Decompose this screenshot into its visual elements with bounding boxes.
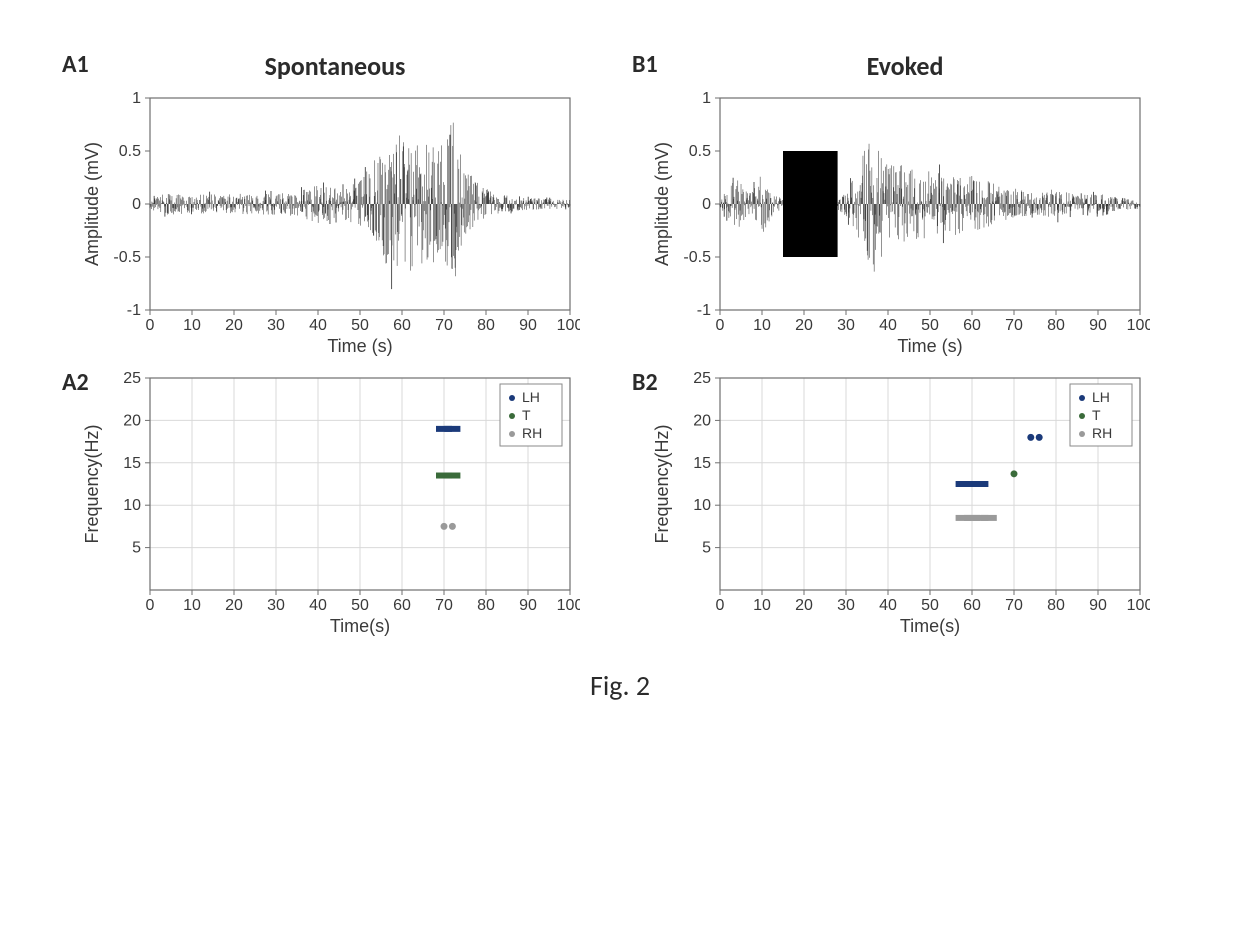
chart-a2: 0 10 20 30 40 50 60 70 80 90 100 5 10 15 20 25 Time(s) Fr… — [80, 368, 580, 638]
svg-text:25: 25 — [693, 370, 711, 387]
svg-text:Time(s): Time(s) — [330, 616, 390, 636]
svg-text:0.5: 0.5 — [119, 143, 141, 160]
svg-text:15: 15 — [123, 455, 141, 472]
svg-text:70: 70 — [435, 317, 453, 334]
svg-text:100: 100 — [1127, 317, 1150, 334]
svg-text:40: 40 — [309, 317, 327, 334]
svg-text:5: 5 — [702, 540, 711, 557]
svg-text:-1: -1 — [697, 302, 711, 319]
svg-text:10: 10 — [753, 597, 771, 614]
panel-a2: A2 0102030405060708090100510152025Time(s… — [80, 368, 590, 638]
svg-text:20: 20 — [693, 412, 711, 429]
svg-text:20: 20 — [225, 597, 243, 614]
svg-text:80: 80 — [1047, 597, 1065, 614]
svg-text:10: 10 — [183, 597, 201, 614]
svg-text:50: 50 — [921, 317, 939, 334]
chart-b2: 0 10 20 30 40 50 60 70 80 90 100 5 10 15 20 25 Time(s) Fr… — [650, 368, 1150, 638]
chart-b1: 0 10 20 30 40 50 60 70 80 90 100 -1 -0.5 0 0.5 1 Time (s… — [650, 88, 1150, 358]
figure-caption: Fig. 2 — [80, 668, 1160, 703]
svg-text:Amplitude (mV): Amplitude (mV) — [652, 142, 672, 266]
svg-text:100: 100 — [1127, 597, 1150, 614]
svg-text:60: 60 — [393, 597, 411, 614]
svg-text:10: 10 — [183, 317, 201, 334]
svg-text:0: 0 — [702, 196, 711, 213]
col-title-evoked: Evoked — [650, 50, 1160, 82]
svg-text:70: 70 — [435, 597, 453, 614]
svg-text:90: 90 — [519, 317, 537, 334]
svg-text:T: T — [522, 407, 531, 423]
svg-text:40: 40 — [879, 317, 897, 334]
svg-text:20: 20 — [795, 597, 813, 614]
panel-label-b1: B1 — [632, 50, 658, 79]
svg-text:0: 0 — [132, 196, 141, 213]
svg-text:T: T — [1092, 407, 1101, 423]
svg-text:30: 30 — [837, 317, 855, 334]
svg-text:20: 20 — [225, 317, 243, 334]
col-title-spontaneous: Spontaneous — [80, 50, 590, 82]
panel-b1: B1 Evoked 0102030405060708090100-1-0.500… — [650, 50, 1160, 358]
svg-text:1: 1 — [702, 90, 711, 107]
svg-text:RH: RH — [1092, 425, 1112, 441]
svg-text:70: 70 — [1005, 317, 1023, 334]
panel-a1: A1 Spontaneous 0102030405060708090100-1-… — [80, 50, 590, 358]
svg-text:1: 1 — [132, 90, 141, 107]
svg-text:0: 0 — [716, 317, 725, 334]
svg-text:15: 15 — [693, 455, 711, 472]
svg-text:Frequency(Hz): Frequency(Hz) — [82, 424, 102, 543]
svg-text:90: 90 — [519, 597, 537, 614]
panel-label-a2: A2 — [62, 368, 89, 397]
svg-text:-1: -1 — [127, 302, 141, 319]
svg-text:70: 70 — [1005, 597, 1023, 614]
svg-text:80: 80 — [477, 597, 495, 614]
svg-text:10: 10 — [123, 497, 141, 514]
svg-text:80: 80 — [477, 317, 495, 334]
chart-a1: 0 10 20 30 40 50 60 70 80 90 100 -1 -0.5 0 0.5 1 Time (s… — [80, 88, 580, 358]
row-frequency: A2 0102030405060708090100510152025Time(s… — [80, 368, 1160, 638]
svg-text:80: 80 — [1047, 317, 1065, 334]
figure-2: A1 Spontaneous 0102030405060708090100-1-… — [80, 50, 1160, 703]
svg-text:0: 0 — [146, 317, 155, 334]
svg-text:100: 100 — [557, 317, 580, 334]
svg-text:-0.5: -0.5 — [113, 249, 141, 266]
svg-text:Time (s): Time (s) — [327, 336, 392, 356]
panel-label-a1: A1 — [62, 50, 89, 79]
svg-text:Time (s): Time (s) — [897, 336, 962, 356]
svg-text:30: 30 — [837, 597, 855, 614]
svg-text:60: 60 — [963, 317, 981, 334]
svg-text:LH: LH — [522, 389, 540, 405]
svg-text:90: 90 — [1089, 597, 1107, 614]
svg-text:Amplitude (mV): Amplitude (mV) — [82, 142, 102, 266]
svg-text:5: 5 — [132, 540, 141, 557]
svg-text:40: 40 — [879, 597, 897, 614]
svg-text:LH: LH — [1092, 389, 1110, 405]
svg-text:0: 0 — [146, 597, 155, 614]
svg-text:60: 60 — [393, 317, 411, 334]
svg-text:-0.5: -0.5 — [683, 249, 711, 266]
svg-text:60: 60 — [963, 597, 981, 614]
svg-text:10: 10 — [693, 497, 711, 514]
svg-text:50: 50 — [351, 317, 369, 334]
svg-text:RH: RH — [522, 425, 542, 441]
svg-text:50: 50 — [351, 597, 369, 614]
svg-text:25: 25 — [123, 370, 141, 387]
row-amplitude: A1 Spontaneous 0102030405060708090100-1-… — [80, 50, 1160, 358]
svg-text:Frequency(Hz): Frequency(Hz) — [652, 424, 672, 543]
panel-b2: B2 0102030405060708090100510152025Time(s… — [650, 368, 1160, 638]
svg-text:30: 30 — [267, 597, 285, 614]
svg-text:Time(s): Time(s) — [900, 616, 960, 636]
svg-text:100: 100 — [557, 597, 580, 614]
svg-text:20: 20 — [795, 317, 813, 334]
svg-text:50: 50 — [921, 597, 939, 614]
svg-text:20: 20 — [123, 412, 141, 429]
svg-text:30: 30 — [267, 317, 285, 334]
svg-text:90: 90 — [1089, 317, 1107, 334]
svg-text:40: 40 — [309, 597, 327, 614]
svg-text:0.5: 0.5 — [689, 143, 711, 160]
svg-text:10: 10 — [753, 317, 771, 334]
svg-text:0: 0 — [716, 597, 725, 614]
panel-label-b2: B2 — [632, 368, 658, 397]
